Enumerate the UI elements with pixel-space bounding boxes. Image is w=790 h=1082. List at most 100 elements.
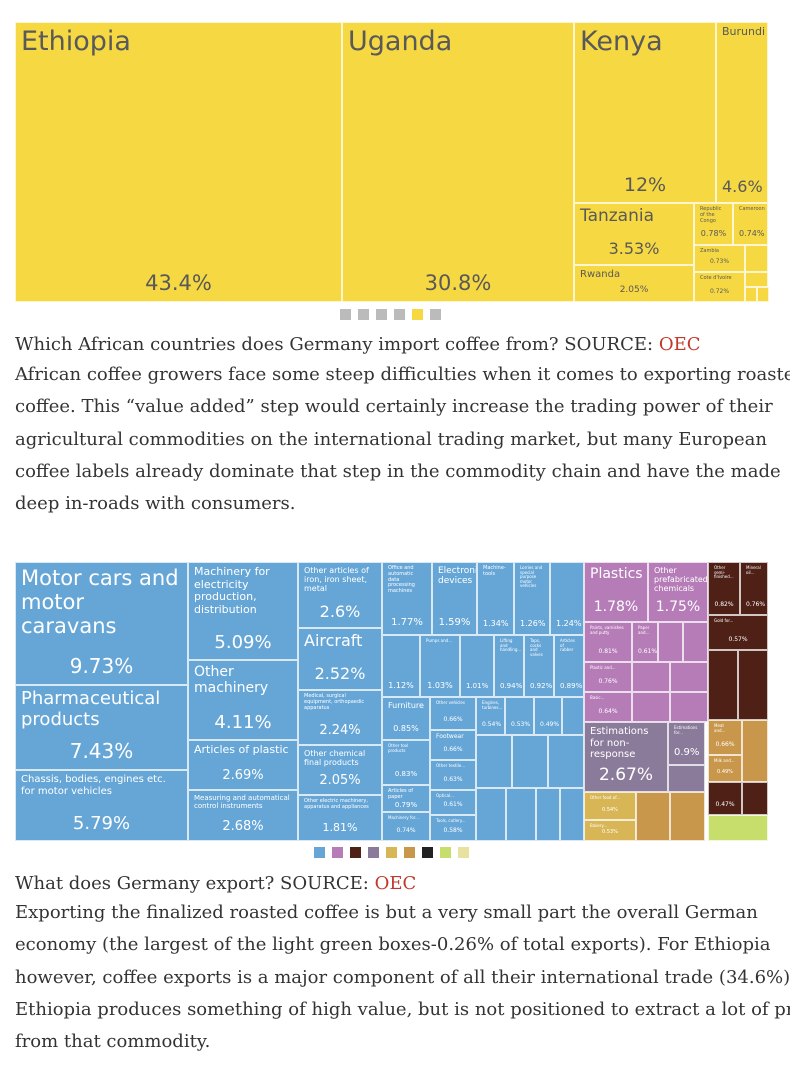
filter-icon[interactable] (457, 846, 470, 859)
paragraph-line: however, coffee exports is a major compo… (15, 966, 790, 988)
tile-value: 1.75% (655, 599, 701, 615)
filter-icon[interactable] (375, 308, 388, 321)
tile-filler (745, 245, 768, 272)
tile-filler (670, 792, 705, 841)
tile-label: Other electric machinery, apparatus and … (304, 798, 369, 810)
tile-filler (560, 788, 584, 841)
tile-label: Other textile... (436, 763, 466, 768)
tile-label: Cote d'Ivoire (700, 275, 732, 281)
tile-label: Other machinery (194, 664, 269, 697)
tile-value: 1.24% (556, 619, 582, 628)
treemap-tile: Other chemical final products 2.05% (298, 745, 382, 795)
filter-icon[interactable] (439, 846, 452, 859)
tile-value: 2.69% (222, 768, 264, 783)
treemap-tile: Paints, varnishes and putty 0.81% (584, 622, 632, 662)
filter-icon[interactable] (403, 846, 416, 859)
tile-filler (745, 287, 757, 302)
filter-icon[interactable] (339, 308, 352, 321)
filter-icon[interactable] (349, 846, 362, 859)
filter-icon[interactable] (411, 308, 424, 321)
filter-icon[interactable] (357, 308, 370, 321)
tile-label: Machinery for electricity production, di… (194, 565, 270, 616)
treemap-tile: Furniture 0.85% (382, 697, 430, 740)
filter-icon[interactable] (429, 308, 442, 321)
filter-icon[interactable] (421, 846, 434, 859)
tile-value: 0.54% (602, 807, 618, 813)
tile-label: Bakery... (590, 823, 608, 828)
tile-label: Pharmaceutical products (21, 688, 161, 730)
filter-icon[interactable] (385, 846, 398, 859)
filter-icon[interactable] (331, 846, 344, 859)
tile-value: 0.49% (540, 721, 560, 728)
tile-filler (708, 650, 738, 720)
treemap-tile: Other machinery 4.11% (188, 660, 298, 740)
tile-label: Burundi (722, 25, 766, 38)
treemap-tile: Meat and... 0.66% (708, 720, 742, 755)
tile-label: Tanzania (580, 206, 655, 226)
tile-filler (670, 662, 708, 692)
treemap-tile: Aircraft 2.52% (298, 628, 382, 690)
tile-value: 1.78% (593, 599, 639, 615)
tile-value: 0.92% (530, 682, 553, 690)
paragraph: African coffee growers face some steep d… (15, 359, 790, 520)
source-link[interactable]: OEC (658, 334, 701, 355)
tile-label: Chassis, bodies, engines etc. for motor … (21, 774, 166, 797)
tile-label: Republic of the Congo (700, 206, 722, 224)
tile-value: 4.11% (214, 712, 272, 733)
tile-value: 0.58% (443, 827, 463, 834)
tile-value: 1.01% (466, 682, 489, 690)
tile-value: 0.76% (598, 678, 618, 685)
tile-value: 2.52% (314, 664, 366, 683)
tile-value: 0.66% (443, 716, 463, 723)
treemap-tile: Cote d'Ivoire 0.72% (694, 272, 745, 302)
tile-value: 1.03% (427, 681, 453, 690)
tile-value: 2.24% (319, 723, 361, 738)
tile-value: 0.73% (709, 258, 730, 265)
tile-label: Taps, cocks and valves (530, 638, 543, 657)
treemap-tile: Burundi 4.6% (716, 22, 768, 203)
filter-icon[interactable] (367, 846, 380, 859)
tile-label: Lifting and handling... (500, 638, 522, 653)
tile-label: Motor cars and motor caravans (21, 566, 179, 639)
tile-value: 0.74% (739, 229, 765, 238)
treemap-tile: Other articles of iron, iron sheet, meta… (298, 562, 382, 628)
tile-value: 0.54% (482, 721, 502, 728)
tile-label: Pumps and... (426, 638, 453, 643)
tile-value: 0.81% (598, 648, 618, 655)
tile-filler (668, 765, 705, 792)
tile-filler (636, 792, 670, 841)
tile-label: Medical, surgical equipment, orthopaedic… (304, 693, 365, 711)
tile-label: Furniture (388, 701, 424, 710)
treemap-tile: Pumps and... 1.03% (420, 635, 460, 697)
tile-label: Machine-tools (483, 565, 506, 577)
tile-label: Aircraft (304, 631, 363, 650)
tile-value: 0.53% (511, 721, 531, 728)
filter-icon[interactable] (313, 846, 326, 859)
treemap-tile: Engines, turbines... 0.54% (476, 697, 505, 735)
treemap-tile: Cameroon 0.74% (733, 203, 768, 245)
tile-value: 0.89% (560, 682, 583, 690)
tile-value: 0.49% (717, 769, 733, 775)
treemap-tile: Rwanda 2.05% (574, 265, 694, 302)
tile-value: 0.85% (393, 724, 419, 733)
filter-icon[interactable] (393, 308, 406, 321)
treemap-tile: Other prefabricated chemicals 1.75% (648, 562, 708, 622)
treemap-tile: Chassis, bodies, engines etc. for motor … (15, 770, 188, 841)
tile-filler (658, 622, 683, 662)
treemap-tile: Ethiopia 43.4% (15, 22, 342, 302)
tile-value: 7.43% (69, 739, 134, 763)
caption-text: Which African countries does Germany imp… (15, 334, 659, 355)
tile-value: 0.63% (443, 776, 463, 783)
tile-label: Cameroon (739, 206, 765, 212)
treemap-tile: Kenya 12% (574, 22, 716, 203)
tile-label: Other food of... (590, 795, 621, 800)
treemap-tile: Other textile... 0.63% (430, 760, 476, 790)
tile-label: Lorries and special purpose motor vehicl… (520, 565, 543, 589)
tile-value: 1.12% (388, 681, 414, 690)
source-link[interactable]: OEC (374, 873, 417, 894)
tile-value: 2.05% (619, 285, 649, 295)
tile-filler (536, 788, 560, 841)
tile-value: 0.66% (443, 746, 463, 753)
treemap-tile: Other semi-finished... 0.82% (708, 562, 740, 615)
treemap-tile: Lorries and special purpose motor vehicl… (514, 562, 550, 635)
